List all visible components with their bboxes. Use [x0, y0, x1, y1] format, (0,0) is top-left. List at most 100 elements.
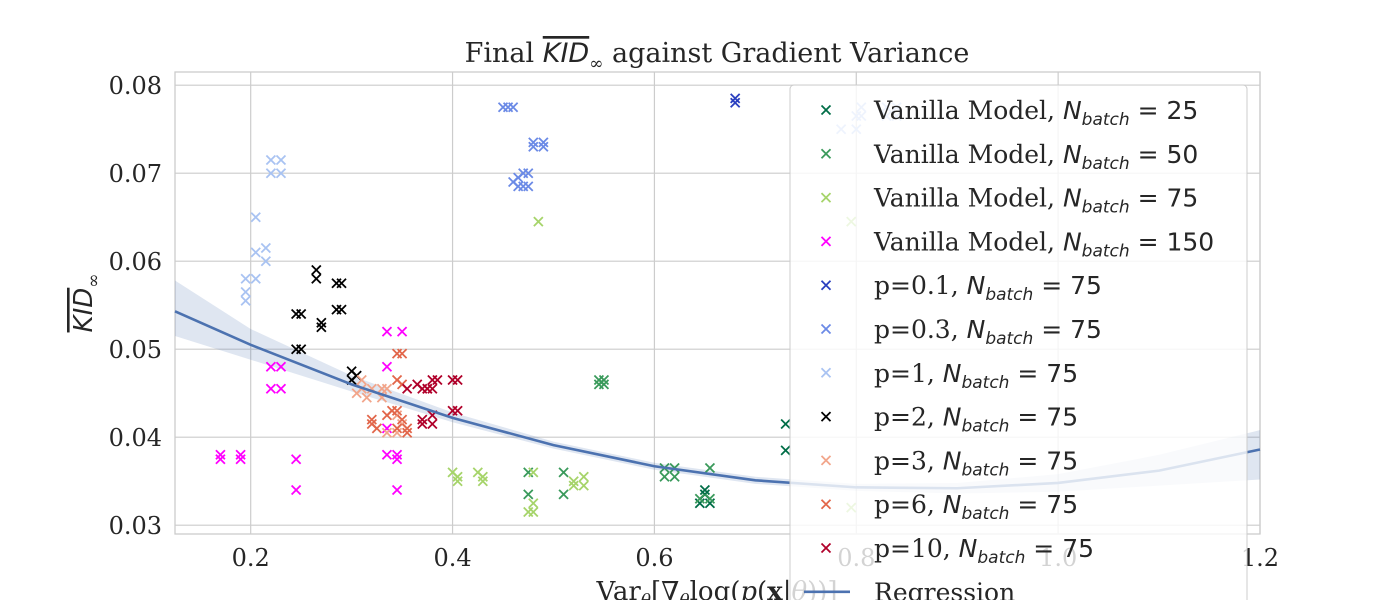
data-point [265, 154, 277, 166]
data-point [427, 374, 438, 386]
data-point [336, 304, 347, 315]
data-point [533, 216, 544, 227]
data-point [417, 418, 428, 430]
y-tick-label: 0.08 [109, 72, 162, 100]
legend-marker [820, 192, 832, 203]
data-point [694, 493, 705, 504]
data-point [598, 379, 610, 390]
data-point [578, 471, 589, 482]
data-point [422, 383, 433, 394]
chart-title: Final KID∞ against Gradient Variance [465, 38, 970, 74]
legend-label: Vanilla Model, Nbatch = 50 [873, 140, 1198, 174]
data-point [366, 414, 377, 425]
legend-box [789, 84, 1248, 600]
data-point [381, 427, 393, 438]
data-point [659, 471, 670, 482]
data-point [316, 322, 327, 333]
data-point [265, 168, 277, 179]
data-point [235, 454, 246, 465]
data-point [452, 374, 463, 386]
data-point [250, 273, 261, 284]
y-tick-label: 0.07 [109, 160, 162, 188]
data-point [477, 471, 488, 482]
legend-label: Vanilla Model, Nbatch = 150 [873, 227, 1214, 261]
data-point [452, 471, 463, 482]
data-point [215, 454, 226, 465]
y-tick-label: 0.06 [109, 248, 162, 276]
data-point [361, 392, 372, 403]
data-point [730, 93, 741, 104]
legend-label: p=0.3, Nbatch = 75 [874, 315, 1102, 349]
x-tick-label: 0.6 [635, 544, 673, 572]
legend-entry: p=1, Nbatch = 75 [820, 359, 1078, 393]
data-point [351, 388, 362, 399]
data-point [391, 449, 403, 460]
data-point [240, 295, 251, 306]
data-point [528, 498, 539, 509]
data-point [396, 414, 408, 425]
data-point [538, 137, 549, 148]
data-point [477, 476, 488, 487]
data-point [381, 326, 393, 337]
data-point [296, 308, 307, 320]
data-point [396, 348, 408, 359]
data-point [296, 344, 307, 355]
data-point [694, 498, 705, 509]
legend-entry: p=0.1, Nbatch = 75 [820, 271, 1102, 305]
legend: Vanilla Model, Nbatch = 25 Vanilla Model,… [789, 84, 1248, 600]
data-point [402, 423, 413, 434]
data-point [391, 454, 403, 465]
data-point [391, 405, 403, 416]
data-point [311, 264, 322, 276]
data-point [427, 418, 438, 430]
legend-label: p=3, Nbatch = 75 [874, 446, 1078, 480]
data-point [381, 361, 393, 372]
data-point [523, 489, 534, 500]
y-tick-labels: 0.03 0.04 0.05 0.06 0.07 0.08 [109, 72, 162, 540]
legend-marker [820, 323, 832, 335]
data-point [528, 141, 539, 152]
data-point [523, 168, 534, 179]
data-point [316, 317, 327, 328]
data-point [704, 462, 716, 474]
scatter-points [215, 93, 902, 518]
legend-entry: p=6, Nbatch = 75 [820, 490, 1078, 524]
data-point [275, 383, 287, 394]
data-point [730, 97, 741, 108]
data-point [558, 489, 569, 500]
data-point [290, 454, 302, 465]
data-point [578, 480, 589, 491]
data-point [381, 423, 393, 434]
legend-label: Vanilla Model, Nbatch = 75 [873, 184, 1198, 218]
data-point [265, 383, 277, 394]
legend-label: p=0.1, Nbatch = 75 [874, 271, 1102, 305]
legend-label: p=1, Nbatch = 75 [874, 359, 1078, 393]
data-point [250, 247, 261, 258]
data-point [391, 423, 403, 434]
legend-label: p=2, Nbatch = 75 [874, 403, 1078, 437]
plot-frame [174, 71, 1261, 535]
legend-marker [820, 499, 832, 510]
legend-entry: Vanilla Model, Nbatch = 75 [820, 184, 1198, 218]
data-point [568, 476, 579, 487]
legend-entry: p=3, Nbatch = 75 [820, 446, 1078, 480]
data-point [704, 498, 716, 509]
legend-marker [820, 411, 832, 422]
y-tick-label: 0.05 [109, 336, 162, 364]
data-point [265, 361, 277, 372]
data-point [260, 242, 271, 254]
data-point [250, 212, 261, 223]
data-point [568, 480, 579, 491]
data-point [402, 427, 413, 438]
data-point [558, 467, 569, 478]
data-point [275, 154, 287, 166]
data-point [704, 493, 716, 504]
legend-label: p=10, Nbatch = 75 [874, 534, 1094, 568]
data-point [507, 102, 519, 113]
legend-entry: p=0.3, Nbatch = 75 [820, 315, 1102, 349]
data-point [417, 414, 428, 425]
data-point [336, 278, 347, 289]
data-point [290, 484, 302, 496]
data-point [240, 286, 251, 298]
legend-marker [820, 104, 832, 116]
